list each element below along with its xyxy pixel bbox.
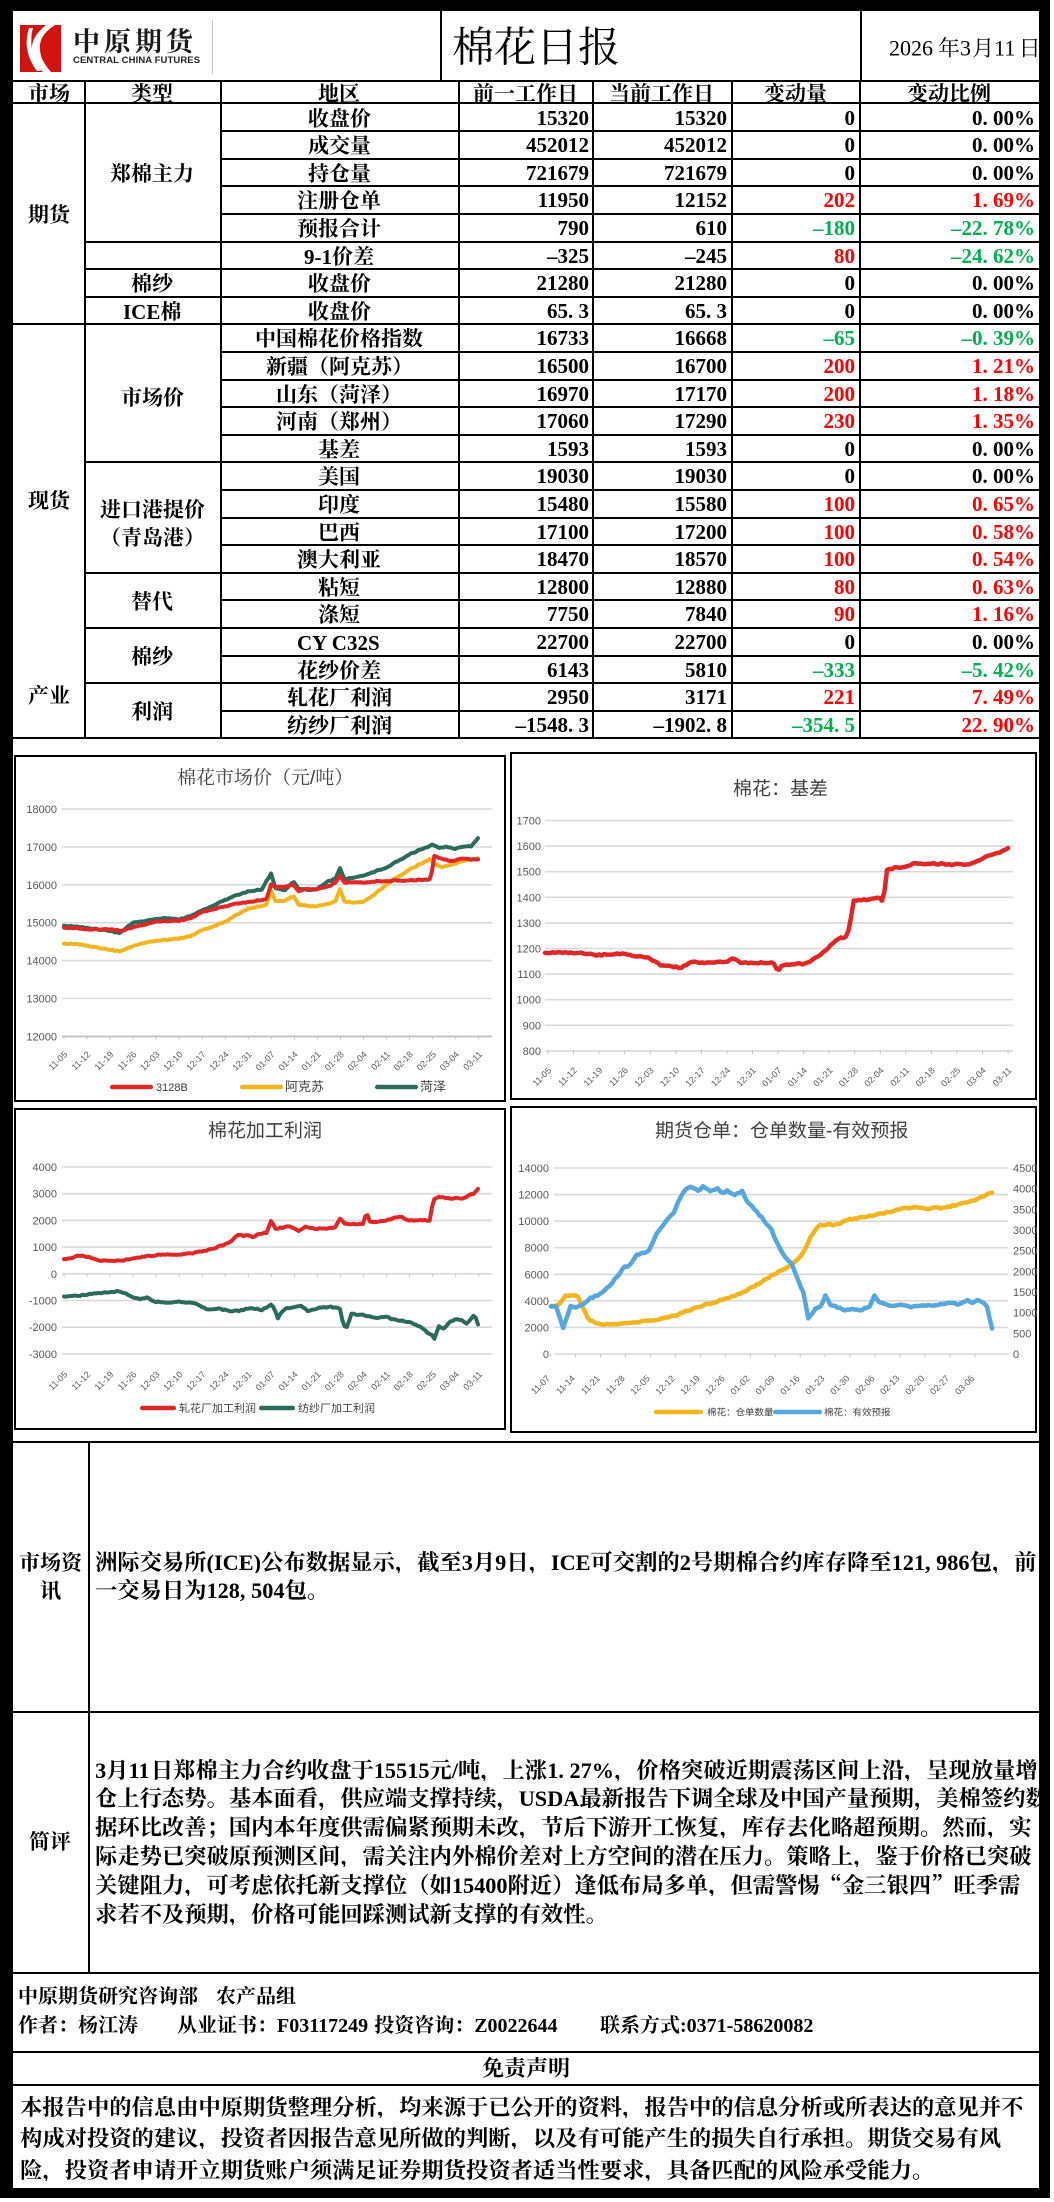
svg-text:4000: 4000 <box>1013 1184 1037 1196</box>
svg-text:F03117249: F03117249 <box>277 2015 368 2035</box>
svg-text::0371-58620082: :0371-58620082 <box>680 2015 813 2035</box>
svg-text:2500: 2500 <box>1013 1246 1037 1258</box>
svg-text:4000: 4000 <box>33 1162 57 1174</box>
svg-text:3: 3 <box>462 1551 473 1573</box>
svg-text:9: 9 <box>495 1551 506 1573</box>
svg-text:14000: 14000 <box>518 1163 549 1175</box>
svg-text:15000: 15000 <box>26 918 57 930</box>
svg-text:/: / <box>451 1759 459 1781</box>
svg-text:10000: 10000 <box>518 1216 549 1228</box>
svg-text:15515: 15515 <box>374 1759 430 1781</box>
svg-text:1700: 1700 <box>517 816 541 828</box>
svg-text:900: 900 <box>523 1020 541 1032</box>
svg-text:0: 0 <box>543 1349 549 1361</box>
svg-text:13000: 13000 <box>26 994 57 1006</box>
svg-text:500: 500 <box>1013 1328 1031 1340</box>
svg-text:18000: 18000 <box>26 804 57 816</box>
svg-text:12000: 12000 <box>518 1190 549 1202</box>
svg-text:1000: 1000 <box>517 995 541 1007</box>
svg-text:4000: 4000 <box>525 1296 549 1308</box>
svg-text:121, 986: 121, 986 <box>892 1551 970 1573</box>
svg-text:3: 3 <box>95 1759 106 1781</box>
svg-text:17000: 17000 <box>26 842 57 854</box>
svg-text:-3000: -3000 <box>29 1349 57 1361</box>
svg-text:11: 11 <box>994 37 1015 59</box>
svg-text:1600: 1600 <box>517 841 541 853</box>
svg-text:0: 0 <box>1013 1349 1019 1361</box>
svg-text:/: / <box>310 768 316 789</box>
svg-text:USDA: USDA <box>519 1787 580 1809</box>
svg-text:2000: 2000 <box>33 1215 57 1227</box>
svg-text:11: 11 <box>129 1759 150 1781</box>
svg-text:ICE: ICE <box>123 301 160 322</box>
svg-text:3000: 3000 <box>1013 1225 1037 1237</box>
svg-text:2000: 2000 <box>1013 1266 1037 1278</box>
svg-text:-1000: -1000 <box>29 1296 57 1308</box>
svg-text:3: 3 <box>960 37 971 59</box>
svg-text:(ICE): (ICE) <box>207 1551 261 1573</box>
svg-text:1100: 1100 <box>517 969 541 981</box>
svg-text:3128B: 3128B <box>156 1082 188 1094</box>
svg-text:2: 2 <box>680 1551 691 1573</box>
svg-text:4500: 4500 <box>1013 1163 1037 1175</box>
svg-text:0: 0 <box>51 1269 57 1281</box>
svg-text:1500: 1500 <box>517 867 541 879</box>
svg-text:1000: 1000 <box>1013 1308 1037 1320</box>
svg-text:6000: 6000 <box>525 1269 549 1281</box>
svg-text:3000: 3000 <box>33 1189 57 1201</box>
svg-text:15400: 15400 <box>452 1874 508 1896</box>
svg-text:1500: 1500 <box>1013 1287 1037 1299</box>
svg-text:2026: 2026 <box>889 37 933 59</box>
svg-text:8000: 8000 <box>525 1243 549 1255</box>
svg-text:800: 800 <box>523 1046 541 1058</box>
svg-text:2000: 2000 <box>525 1322 549 1334</box>
svg-text:ICE: ICE <box>551 1551 591 1573</box>
svg-text:3500: 3500 <box>1013 1204 1037 1216</box>
svg-text:128, 504: 128, 504 <box>207 1579 285 1601</box>
svg-text:1300: 1300 <box>517 918 541 930</box>
svg-text:14000: 14000 <box>26 956 57 968</box>
svg-text:CY C32S: CY C32S <box>297 632 380 653</box>
svg-text:1. 27%: 1. 27% <box>547 1759 614 1781</box>
svg-text:-: - <box>826 1121 832 1142</box>
svg-text:16000: 16000 <box>26 880 57 892</box>
svg-text:1400: 1400 <box>517 892 541 904</box>
svg-text:9-1: 9-1 <box>304 246 332 267</box>
svg-text:1200: 1200 <box>517 944 541 956</box>
svg-text:Z0022644: Z0022644 <box>474 2015 557 2035</box>
svg-text:-2000: -2000 <box>29 1322 57 1334</box>
svg-text:12000: 12000 <box>26 1031 57 1043</box>
svg-text:1000: 1000 <box>33 1242 57 1254</box>
